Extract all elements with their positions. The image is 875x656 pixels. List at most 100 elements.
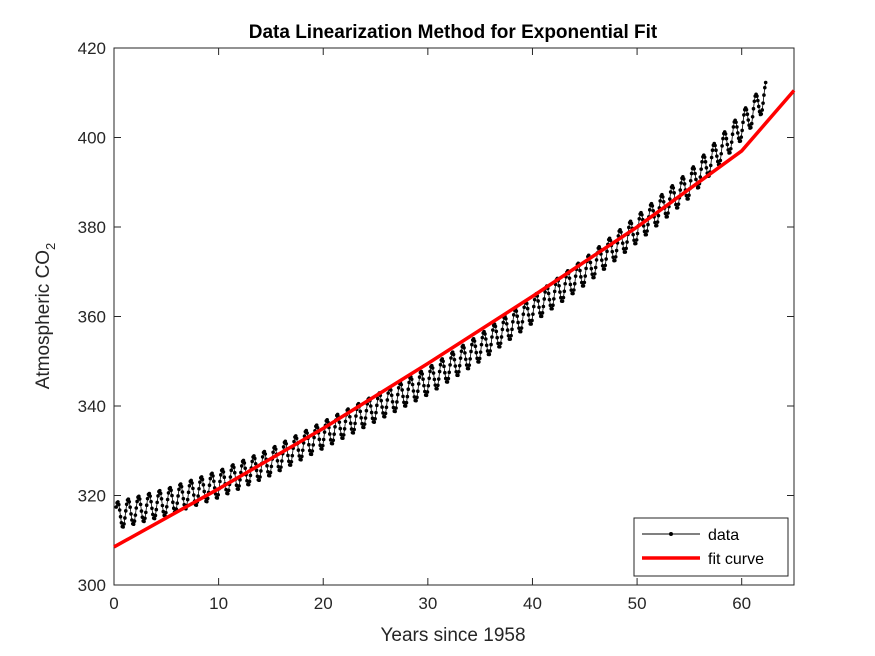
y-tick-label: 300 (78, 576, 106, 595)
data-point (386, 391, 391, 395)
data-point (215, 496, 220, 500)
data-point (414, 398, 418, 403)
x-tick-label: 40 (523, 594, 542, 613)
data-point (676, 202, 681, 206)
data-point (278, 468, 282, 473)
y-tick-label: 360 (78, 308, 106, 327)
data-point (420, 372, 425, 376)
data-point (260, 455, 265, 459)
data-point (661, 195, 665, 199)
data-point (613, 258, 617, 263)
data-point (153, 513, 158, 518)
data-point (390, 399, 395, 404)
data-point (145, 496, 150, 501)
data-point (265, 464, 269, 468)
data-point (651, 208, 656, 213)
data-point (457, 363, 462, 368)
data-point (279, 465, 283, 469)
data-point (644, 232, 649, 237)
data-point (588, 260, 593, 265)
data-point (693, 171, 697, 176)
data-point (322, 430, 327, 434)
data-point (229, 468, 234, 473)
data-point (459, 349, 464, 354)
data-point (401, 394, 405, 399)
data-point (416, 389, 420, 394)
data-point (446, 376, 451, 381)
data-point (300, 454, 304, 459)
data-point (123, 516, 127, 520)
y-tick-label: 320 (78, 487, 106, 506)
data-point (725, 142, 730, 147)
data-point (518, 329, 523, 334)
data-point (363, 416, 368, 420)
data-point (305, 431, 309, 435)
data-point (169, 488, 173, 493)
data-point (567, 276, 572, 280)
data-point (380, 405, 384, 409)
data-point (337, 420, 342, 424)
data-point (362, 422, 367, 426)
data-point (505, 328, 510, 332)
data-point (409, 377, 414, 382)
data-point (468, 357, 472, 361)
data-point (198, 480, 202, 484)
data-point (740, 128, 744, 133)
data-point (551, 303, 555, 308)
data-point (332, 432, 336, 436)
data-point (517, 326, 521, 330)
data-point (584, 266, 588, 271)
data-point (661, 200, 666, 204)
data-point (719, 151, 724, 156)
data-point (497, 344, 502, 349)
data-point (605, 249, 609, 254)
data-point (426, 383, 431, 388)
data-point (694, 177, 698, 182)
data-point (428, 369, 432, 374)
data-point (258, 475, 262, 479)
data-point (572, 281, 577, 286)
data-point (433, 383, 438, 387)
data-point (246, 482, 251, 487)
data-point (561, 295, 566, 300)
data-point (708, 163, 713, 168)
data-point (232, 465, 236, 470)
data-point (750, 114, 755, 119)
data-point (687, 193, 691, 197)
data-point (678, 188, 683, 192)
data-point (613, 255, 618, 259)
data-point (225, 491, 230, 496)
data-point (114, 505, 118, 509)
data-point (469, 349, 473, 354)
data-point (190, 481, 194, 485)
data-point (593, 272, 597, 276)
data-point (253, 461, 258, 466)
data-point (438, 362, 443, 367)
x-tick-label: 30 (418, 594, 437, 613)
data-point (699, 167, 703, 171)
data-point (359, 416, 363, 420)
data-point (539, 314, 544, 319)
data-point (369, 410, 374, 415)
data-point (341, 436, 345, 441)
data-point (647, 208, 652, 212)
data-point (525, 301, 529, 306)
data-point (731, 125, 736, 129)
data-point (148, 494, 152, 498)
data-point (384, 405, 389, 410)
data-point (751, 106, 756, 111)
data-point (562, 289, 567, 294)
data-point (579, 275, 583, 279)
data-point (417, 375, 422, 379)
data-point (619, 230, 623, 234)
data-point (760, 108, 764, 112)
data-point (463, 351, 467, 355)
data-point (516, 320, 520, 325)
data-point (675, 205, 680, 210)
data-point (236, 487, 241, 491)
y-axis-label: Atmospheric CO2 (33, 243, 58, 390)
data-point (495, 335, 499, 340)
data-point (374, 410, 378, 415)
x-tick-label: 50 (628, 594, 647, 613)
data-point (212, 479, 216, 484)
